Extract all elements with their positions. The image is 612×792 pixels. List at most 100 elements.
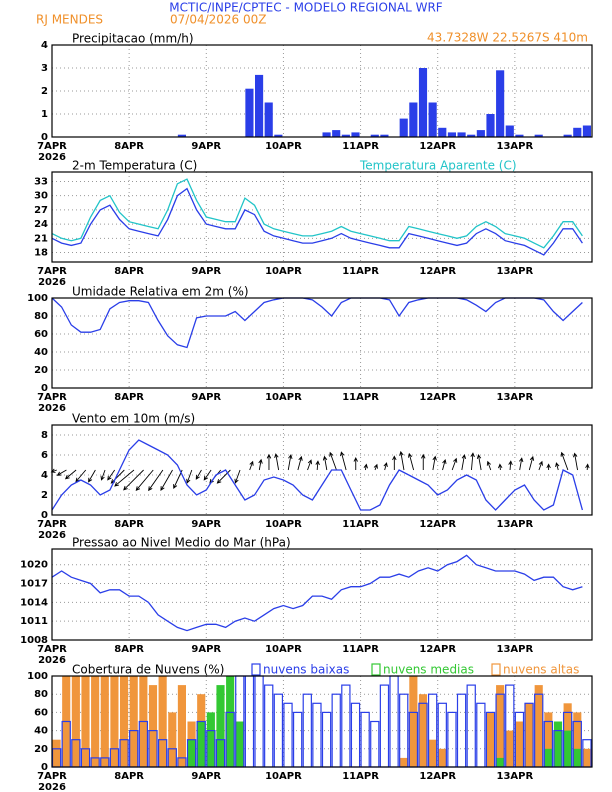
- wind-arrow: [107, 469, 116, 481]
- wind-arrow: [518, 457, 524, 471]
- bar: [177, 685, 186, 767]
- wind-arrow: [148, 469, 164, 492]
- x-tick-label: 13APR: [497, 266, 534, 277]
- bar: [321, 711, 332, 768]
- x-year-label: 2026: [38, 403, 66, 414]
- y-tick-label: 3: [41, 63, 48, 74]
- wind-arrow: [555, 462, 560, 471]
- location: 43.7328W 22.5267S 410m: [427, 31, 588, 45]
- bar: [129, 676, 138, 767]
- x-tick-label: 8APR: [114, 392, 144, 403]
- x-year-label: 2026: [38, 530, 66, 541]
- wind-arrow: [476, 454, 482, 471]
- bar: [457, 132, 466, 137]
- wind-arrow: [88, 469, 96, 483]
- bar: [322, 132, 331, 137]
- run-time: 07/04/2026 00Z: [170, 13, 266, 27]
- wind-arrow: [340, 451, 347, 471]
- bar: [177, 134, 186, 137]
- bar: [255, 74, 264, 137]
- wind-arrow: [363, 463, 368, 471]
- legend-swatch: [251, 663, 261, 676]
- bar: [292, 711, 303, 768]
- panel-frame: [51, 424, 593, 516]
- wind-arrow: [508, 460, 513, 471]
- bar: [525, 703, 534, 767]
- legend-swatch: [491, 663, 501, 676]
- series-line: [51, 187, 583, 256]
- panel-title: Vento em 10m (m/s): [72, 412, 195, 426]
- x-tick-label: 12APR: [419, 644, 456, 655]
- y-tick-label: 40: [34, 347, 48, 358]
- bar: [409, 102, 418, 137]
- wind-arrow: [353, 457, 358, 470]
- bar: [486, 712, 495, 767]
- bar: [187, 739, 196, 767]
- bar: [447, 132, 456, 137]
- bar: [244, 675, 255, 768]
- x-tick-label: 11APR: [342, 519, 379, 530]
- x-tick-label: 8APR: [114, 644, 144, 655]
- x-year-label: 2026: [38, 655, 66, 666]
- series-line: [51, 439, 584, 511]
- y-tick-label: 0: [41, 383, 48, 394]
- bar: [351, 132, 360, 137]
- y-tick-label: 60: [34, 329, 48, 340]
- bar: [399, 757, 408, 767]
- wind-arrow: [432, 455, 437, 471]
- x-tick-label: 10APR: [265, 771, 302, 782]
- x-year-label: 2026: [38, 277, 66, 288]
- bar: [438, 748, 447, 767]
- wind-arrow: [287, 454, 293, 471]
- wind-arrow: [392, 455, 397, 470]
- bar: [496, 70, 505, 137]
- x-tick-label: 10APR: [265, 266, 302, 277]
- bar: [370, 720, 380, 768]
- bar: [515, 721, 524, 767]
- wind-arrow: [64, 469, 77, 480]
- wind-arrow: [160, 469, 173, 491]
- panel-frame: [51, 44, 593, 138]
- legend-label: 2-m Temperatura (C): [72, 159, 197, 173]
- x-tick-label: 9APR: [191, 141, 221, 152]
- wind-arrow: [470, 452, 475, 471]
- legend-label: nuvens altas: [503, 663, 579, 677]
- wind-arrow: [421, 453, 426, 470]
- x-tick-label: 11APR: [342, 392, 379, 403]
- wind-arrow: [407, 452, 415, 471]
- bar: [254, 675, 264, 768]
- wind-arrow: [234, 469, 241, 484]
- x-tick-label: 9APR: [191, 519, 221, 530]
- y-tick-label: 27: [34, 205, 48, 216]
- bar: [553, 721, 563, 767]
- x-tick-label: 10APR: [265, 141, 302, 152]
- bar: [389, 675, 399, 768]
- series-line: [51, 297, 583, 349]
- y-tick-label: 1008: [20, 635, 48, 646]
- x-tick-label: 9APR: [191, 644, 221, 655]
- x-tick-label: 12APR: [419, 392, 456, 403]
- x-tick-label: 12APR: [419, 266, 456, 277]
- wind-arrow: [258, 458, 263, 471]
- series-line: [51, 178, 583, 249]
- x-year-label: 2026: [38, 152, 66, 163]
- bar: [216, 685, 225, 767]
- y-tick-label: 0: [41, 510, 48, 521]
- bar: [447, 711, 457, 768]
- bar: [438, 127, 447, 137]
- y-tick-label: 21: [34, 233, 48, 244]
- x-tick-label: 9APR: [191, 266, 221, 277]
- bar: [582, 125, 591, 137]
- bar: [245, 88, 254, 137]
- y-tick-label: 100: [27, 293, 48, 304]
- wind-arrow: [373, 463, 378, 471]
- bar: [418, 68, 428, 137]
- y-tick-label: 60: [34, 707, 48, 718]
- bar: [264, 102, 273, 137]
- panel-title: Precipitacao (mm/h): [72, 32, 194, 46]
- x-tick-label: 9APR: [191, 392, 221, 403]
- panel-title: Pressao ao Nivel Medio do Mar (hPa): [72, 536, 291, 550]
- x-tick-label: 13APR: [497, 644, 534, 655]
- bar: [197, 721, 206, 767]
- bar: [496, 757, 505, 767]
